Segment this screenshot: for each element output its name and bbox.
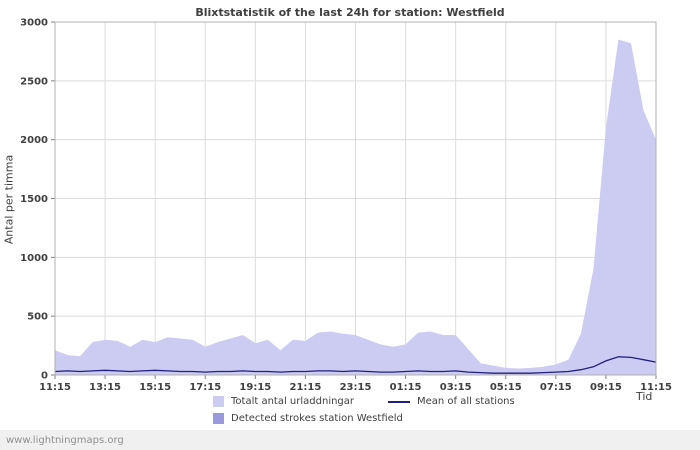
svg-text:09:15: 09:15 xyxy=(590,382,622,393)
legend-swatch-total-area xyxy=(213,396,224,407)
svg-text:03:15: 03:15 xyxy=(440,382,472,393)
svg-text:11:15: 11:15 xyxy=(39,382,71,393)
svg-text:0: 0 xyxy=(41,371,48,382)
svg-text:05:15: 05:15 xyxy=(490,382,522,393)
svg-text:21:15: 21:15 xyxy=(289,382,321,393)
watermark: www.lightningmaps.org xyxy=(6,435,124,446)
svg-text:19:15: 19:15 xyxy=(239,382,271,393)
svg-text:3000: 3000 xyxy=(20,18,48,29)
svg-text:01:15: 01:15 xyxy=(390,382,422,393)
chart-title: Blixtstatistik of the last 24h for stati… xyxy=(195,6,505,19)
legend-item-detected: Detected strokes station Westfield xyxy=(213,413,403,424)
svg-text:17:15: 17:15 xyxy=(189,382,221,393)
svg-text:11:15: 11:15 xyxy=(640,382,672,393)
svg-text:15:15: 15:15 xyxy=(139,382,171,393)
svg-text:500: 500 xyxy=(27,312,48,323)
legend-label-total: Totalt antal urladdningar xyxy=(231,396,355,407)
legend-swatch-detected-area xyxy=(213,413,224,424)
legend-label-mean: Mean of all stations xyxy=(417,396,515,407)
svg-text:1000: 1000 xyxy=(20,253,48,264)
svg-text:1500: 1500 xyxy=(20,194,48,205)
chart-plot: 0 500 1000 1500 2000 2500 3000 11:15 13:15 15:15 1… xyxy=(20,18,672,394)
svg-text:23:15: 23:15 xyxy=(340,382,372,393)
legend-item-total: Totalt antal urladdningar xyxy=(213,396,354,407)
svg-text:07:15: 07:15 xyxy=(540,382,572,393)
svg-text:13:15: 13:15 xyxy=(89,382,121,393)
legend-swatch-mean-line xyxy=(388,400,410,403)
legend-item-mean: Mean of all stations xyxy=(388,396,515,407)
x-axis-title: Tid xyxy=(636,390,653,403)
legend-label-detected: Detected strokes station Westfield xyxy=(231,413,403,424)
svg-text:2000: 2000 xyxy=(20,135,48,146)
svg-text:2500: 2500 xyxy=(20,76,48,87)
footer-bar xyxy=(0,430,700,450)
